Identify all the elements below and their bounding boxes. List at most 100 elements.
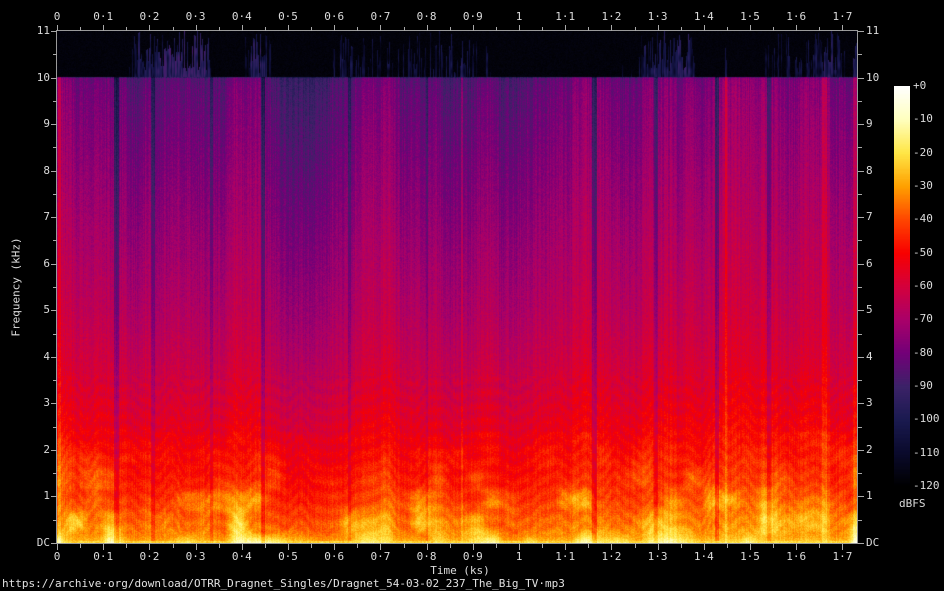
y-minor-tick — [53, 287, 57, 288]
x-minor-tick — [449, 544, 451, 548]
colorbar-tick-label: -80 — [913, 345, 933, 359]
x-minor-tick — [357, 544, 359, 548]
y-minor-tick — [858, 380, 862, 382]
x-minor-tick — [311, 27, 313, 31]
x-major-tick — [796, 25, 798, 31]
colorbar-tick-label: -100 — [913, 412, 940, 426]
y-axis-tick-label: 2 — [866, 442, 873, 456]
x-major-tick — [195, 544, 197, 550]
x-axis-tick-label: 0·8 — [416, 10, 437, 23]
x-axis-tick-label: 0 — [53, 10, 61, 23]
y-minor-tick — [53, 147, 57, 149]
y-axis-tick-label: 6 — [43, 256, 50, 270]
x-major-tick — [519, 544, 520, 550]
x-minor-tick — [264, 544, 266, 548]
x-major-tick — [703, 544, 705, 550]
x-axis-tick-label: 0·1 — [93, 550, 114, 563]
x-axis-tick-label: 1·7 — [832, 550, 853, 563]
x-major-tick — [288, 25, 289, 31]
x-axis-tick-label: 0·3 — [185, 10, 206, 23]
colorbar-tick-label: -10 — [913, 112, 933, 126]
y-axis-tick-label: 4 — [43, 349, 50, 363]
colorbar-tick-label: -60 — [913, 279, 933, 292]
y-major-tick — [51, 543, 57, 544]
colorbar-tick-label: -50 — [913, 245, 933, 259]
y-axis-tick-label: 7 — [43, 210, 50, 224]
x-minor-tick — [634, 544, 636, 548]
y-axis-tick-label: 9 — [43, 117, 50, 131]
y-major-tick — [858, 496, 864, 498]
x-minor-tick — [311, 544, 313, 548]
x-axis-tick-label: 0 — [53, 550, 61, 563]
y-minor-tick — [53, 240, 57, 242]
y-axis-tick-label: 10 — [36, 70, 50, 84]
x-axis-tick-label: 0·6 — [324, 550, 345, 563]
x-minor-tick — [819, 544, 821, 548]
colorbar-title: dBFS — [899, 497, 926, 510]
x-major-tick — [611, 544, 613, 550]
x-minor-tick — [634, 27, 636, 31]
x-axis-tick-label: 1·3 — [647, 10, 668, 23]
x-axis-tick-label: 0·3 — [185, 550, 206, 563]
y-major-tick — [51, 403, 57, 405]
x-axis-tick-label: 1·6 — [786, 550, 807, 563]
x-minor-tick — [357, 27, 359, 31]
colorbar-canvas — [894, 86, 910, 486]
x-minor-tick — [80, 544, 82, 548]
x-axis-tick-label: 1·7 — [832, 10, 853, 23]
x-axis-title: Time (ks) — [430, 564, 490, 577]
y-major-tick — [858, 124, 864, 126]
x-minor-tick — [542, 544, 544, 548]
x-axis-tick-label: 1·2 — [601, 550, 622, 563]
x-major-tick — [842, 25, 844, 31]
x-major-tick — [334, 544, 336, 550]
x-minor-tick — [726, 544, 728, 548]
y-minor-tick — [53, 333, 57, 335]
x-axis-tick-label: 1·1 — [555, 10, 576, 23]
colorbar-tick-label: +0 — [913, 79, 927, 92]
x-minor-tick — [403, 27, 405, 31]
x-major-tick — [380, 544, 382, 550]
colorbar-tick-label: -110 — [913, 445, 940, 459]
y-minor-tick — [53, 473, 57, 475]
y-major-tick — [51, 310, 57, 312]
x-major-tick — [796, 544, 798, 550]
x-axis-tick-label: 0·2 — [139, 10, 160, 23]
x-major-tick — [334, 25, 336, 31]
y-axis-title: Frequency (kHz) — [9, 237, 23, 337]
x-minor-tick — [495, 27, 497, 31]
y-major-tick — [858, 263, 864, 265]
y-axis-tick-label: 10 — [866, 70, 880, 84]
x-axis-tick-label: 1·2 — [601, 10, 622, 23]
y-major-tick — [858, 356, 864, 358]
x-major-tick — [149, 544, 151, 550]
x-minor-tick — [264, 27, 266, 31]
x-axis-tick-label: 1 — [515, 10, 523, 23]
x-axis-tick-label: 1·4 — [693, 10, 714, 23]
y-minor-tick — [858, 54, 862, 56]
x-major-tick — [241, 25, 243, 31]
x-major-tick — [611, 25, 613, 31]
y-major-tick — [858, 403, 864, 405]
x-axis-tick-label: 0·4 — [231, 10, 252, 23]
y-axis-tick-label: 8 — [866, 163, 873, 177]
y-major-tick — [51, 77, 57, 79]
x-axis-tick-label: 0·1 — [93, 10, 114, 23]
y-axis-tick-label: 7 — [866, 210, 873, 224]
x-major-tick — [241, 544, 243, 550]
x-minor-tick — [773, 544, 775, 548]
x-major-tick — [57, 25, 58, 31]
x-axis-tick-label: 1·1 — [555, 550, 576, 563]
y-minor-tick — [858, 240, 862, 242]
y-major-tick — [858, 310, 864, 312]
x-axis-tick-label: 0·5 — [278, 550, 298, 563]
x-major-tick — [565, 25, 567, 31]
spectrogram-canvas — [57, 31, 857, 543]
colorbar-tick-label: -70 — [913, 312, 933, 326]
colorbar-tick-label: -40 — [913, 212, 933, 226]
y-axis-tick-label: 11 — [36, 24, 50, 37]
y-minor-tick — [53, 54, 57, 56]
x-minor-tick — [542, 27, 544, 31]
x-minor-tick — [218, 544, 220, 548]
x-minor-tick — [726, 27, 728, 31]
